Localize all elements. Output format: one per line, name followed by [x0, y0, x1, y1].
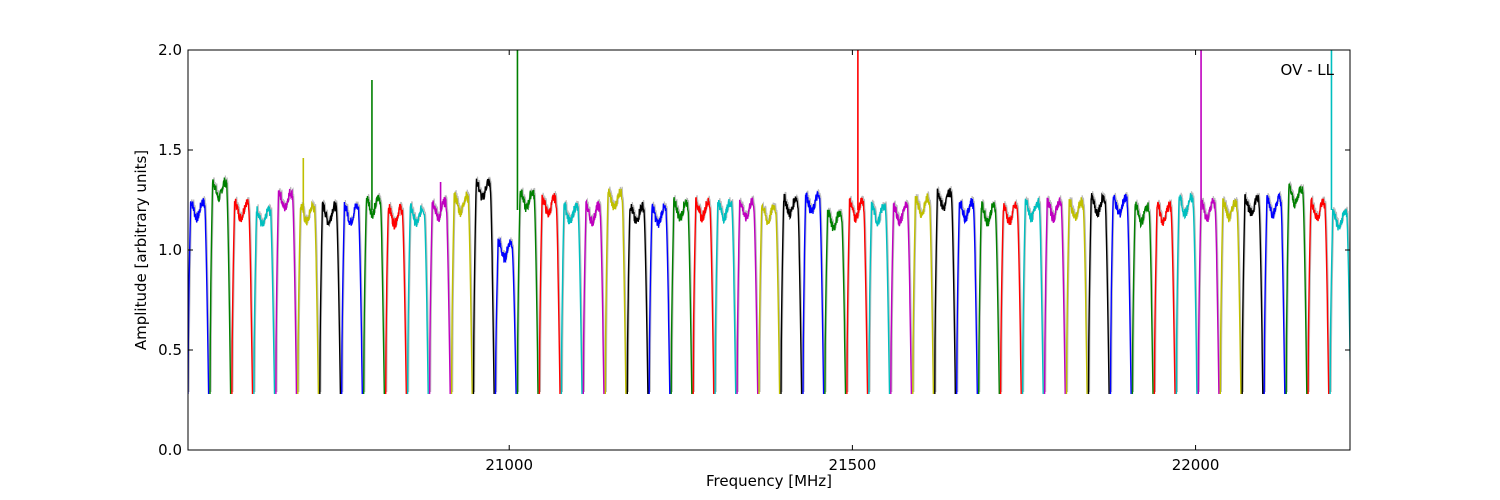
annotation-label: OV - LL [1281, 61, 1335, 79]
x-tick-label: 21500 [829, 456, 877, 474]
series-layer [188, 50, 1350, 395]
band-line [1087, 192, 1110, 395]
band-line [1219, 198, 1242, 395]
y-tick-label: 1.5 [158, 141, 182, 159]
band-line [1307, 197, 1330, 395]
band-line [319, 201, 342, 395]
band-line [1065, 197, 1088, 395]
band-line [934, 188, 956, 395]
band-line [956, 197, 978, 395]
band-line [231, 198, 254, 395]
y-tick-label: 2.0 [158, 41, 182, 59]
band-line [472, 178, 495, 395]
band-line [1109, 193, 1132, 395]
band-line [209, 177, 232, 395]
band-line [275, 188, 298, 395]
reference-band-line [1264, 190, 1287, 393]
reference-band-line [605, 186, 628, 393]
x-tick-label: 22000 [1172, 456, 1220, 474]
band-line [868, 201, 891, 395]
band-line [406, 203, 429, 395]
band-line [890, 201, 913, 395]
band-line [385, 203, 407, 395]
band-line [714, 199, 737, 395]
band-line [253, 204, 276, 395]
band-line [1329, 208, 1350, 395]
y-tick-label: 0.5 [158, 341, 182, 359]
band-line [1131, 201, 1154, 395]
ticks-layer: 0.0 0.5 1.0 1.5 2.0 21000 21500 22000 [158, 41, 1350, 474]
band-line [999, 201, 1022, 395]
band-line [538, 193, 561, 395]
band-line [1263, 192, 1286, 395]
band-line [341, 201, 363, 395]
band-line [846, 197, 869, 395]
reference-band-line [891, 199, 913, 393]
x-axis-label: Frequency [MHz] [706, 472, 832, 490]
band-line [824, 209, 847, 395]
band-line [1153, 200, 1176, 395]
band-line [363, 194, 385, 395]
band-line [1021, 197, 1044, 395]
band-line [736, 197, 759, 395]
reference-band-line [1132, 199, 1155, 393]
band-line [450, 191, 473, 395]
band-line [626, 201, 649, 395]
x-tick-label: 21000 [485, 456, 533, 474]
reference-band-line [1198, 196, 1221, 393]
band-line [582, 199, 605, 395]
band-line [297, 200, 320, 395]
band-line [1043, 197, 1066, 395]
band-line [428, 196, 451, 395]
band-line [1285, 183, 1308, 395]
band-line [604, 188, 627, 395]
band-line [670, 197, 693, 395]
band-line [758, 203, 781, 395]
band-line [560, 202, 583, 395]
reference-band-line [452, 189, 474, 393]
reference-band-line [671, 195, 694, 393]
band-line [802, 190, 825, 395]
band-line [188, 198, 210, 395]
y-tick-label: 0.0 [158, 441, 182, 459]
band-line [912, 193, 935, 395]
y-axis-label: Amplitude [arbitrary units] [132, 150, 150, 350]
band-line [1241, 194, 1264, 395]
band-line [692, 197, 715, 395]
band-line [1175, 192, 1198, 395]
band-line [516, 189, 539, 395]
reference-band-line [1001, 199, 1023, 393]
band-line [648, 203, 671, 395]
band-line [494, 237, 517, 395]
band-line [978, 201, 1000, 395]
y-tick-label: 1.0 [158, 241, 182, 259]
band-line [780, 193, 803, 395]
